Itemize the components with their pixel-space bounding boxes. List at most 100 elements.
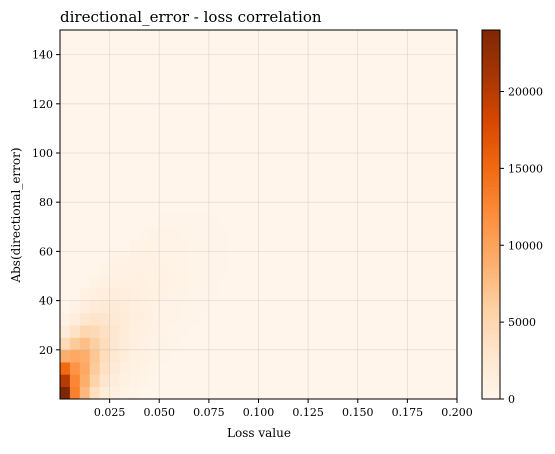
- heatmap-cell: [119, 251, 130, 264]
- colorbar-segment: [482, 30, 500, 34]
- x-axis-label: Loss value: [227, 426, 291, 440]
- colorbar-segment: [482, 33, 500, 37]
- colorbar-segment: [482, 322, 500, 326]
- heatmap-cell: [159, 239, 170, 252]
- heatmap-cell: [159, 312, 170, 326]
- colorbar-segment: [482, 196, 500, 200]
- x-tick-label: 0.200: [441, 406, 473, 419]
- heatmap-cell: [139, 263, 150, 277]
- heatmap-cell: [60, 349, 71, 363]
- heatmap-cell: [129, 312, 140, 326]
- heatmap-cell: [60, 386, 71, 400]
- colorbar-segment: [482, 192, 500, 197]
- y-tick-label: 120: [32, 98, 53, 111]
- heatmap-cell: [129, 386, 140, 400]
- heatmap-cell: [179, 312, 190, 326]
- y-tick-label: 100: [32, 147, 53, 160]
- heatmap-cell: [139, 312, 150, 326]
- heatmap-cell: [89, 288, 100, 301]
- colorbar-segment: [482, 340, 500, 345]
- heatmap-cell: [169, 288, 180, 301]
- colorbar-segment: [482, 199, 500, 203]
- colorbar-segment: [482, 229, 500, 234]
- colorbar-segment: [482, 186, 500, 191]
- colorbar: 0 5000 10000 15000 20000: [481, 29, 543, 406]
- heatmap-cell: [109, 362, 120, 375]
- colorbar-segment: [482, 285, 500, 289]
- heatmap-cell: [179, 263, 190, 277]
- colorbar-segment: [482, 343, 500, 348]
- y-axis-label: Abs(directional_error): [9, 147, 23, 283]
- colorbar-segment: [482, 315, 500, 320]
- colorbar-segment: [482, 48, 500, 52]
- colorbar-segment: [482, 245, 500, 249]
- heatmap-cell: [109, 337, 120, 351]
- heatmap-cell: [79, 312, 91, 326]
- colorbar-segment: [482, 73, 500, 77]
- x-tick-label: 0.075: [193, 406, 225, 419]
- heatmap-cell: [149, 362, 160, 375]
- heatmap-cell: [119, 325, 130, 338]
- colorbar-segment: [482, 45, 500, 49]
- heatmap-cell: [149, 263, 160, 277]
- heatmap-cell: [79, 362, 91, 375]
- heatmap-cell: [189, 214, 200, 228]
- heatmap-cell: [99, 337, 110, 351]
- colorbar-segment: [482, 306, 500, 311]
- heatmap-cell: [218, 226, 230, 240]
- heatmap-cell: [119, 374, 130, 387]
- heatmap-cell: [149, 349, 160, 363]
- heatmap-cell: [89, 312, 100, 326]
- colorbar-tick-label: 5000: [508, 316, 536, 329]
- heatmap-cell: [79, 349, 91, 363]
- heatmap-cell: [159, 349, 170, 363]
- colorbar-segment: [482, 82, 500, 86]
- colorbar-segment: [482, 91, 500, 95]
- heatmap-cell: [169, 276, 180, 289]
- heatmap-cell: [79, 337, 91, 351]
- heatmap-cell: [99, 300, 110, 314]
- heatmap-cell: [179, 226, 190, 240]
- heatmap-cell: [149, 312, 160, 326]
- colorbar-segment: [482, 125, 500, 129]
- colorbar-segment: [482, 263, 500, 268]
- x-tick-label: 0.050: [144, 406, 176, 419]
- heatmap-cell: [169, 312, 180, 326]
- heatmap-cell: [129, 288, 140, 301]
- heatmap-cell: [79, 288, 91, 301]
- heatmap-cell: [159, 251, 170, 264]
- heatmap-cell: [189, 300, 200, 314]
- colorbar-segment: [482, 113, 500, 117]
- heatmap-cells: [60, 214, 230, 400]
- heatmap-cell: [109, 386, 120, 400]
- heatmap-cell: [189, 276, 200, 289]
- colorbar-segment: [482, 276, 500, 280]
- colorbar-segment: [482, 248, 500, 252]
- heatmap-cell: [149, 276, 160, 289]
- heatmap-cell: [179, 300, 190, 314]
- colorbar-segment: [482, 119, 500, 123]
- heatmap-cell: [129, 239, 140, 252]
- colorbar-segment: [482, 232, 500, 237]
- heatmap-cell: [99, 312, 110, 326]
- colorbar-segment: [482, 76, 500, 80]
- colorbar-segment: [482, 346, 500, 351]
- heatmap-cell: [69, 374, 81, 387]
- colorbar-segment: [482, 134, 500, 139]
- heatmap-cell: [208, 288, 220, 301]
- x-tick-label: 0.025: [94, 406, 126, 419]
- heatmap-cell: [139, 239, 150, 252]
- colorbar-segment: [482, 328, 500, 332]
- heatmap-cell: [69, 325, 81, 338]
- colorbar-segment: [482, 79, 500, 83]
- colorbar-segment: [482, 174, 500, 178]
- colorbar-segment: [482, 300, 500, 305]
- y-tick-label: 60: [39, 245, 53, 258]
- colorbar-segment: [482, 85, 500, 89]
- heatmap-cell: [129, 263, 140, 277]
- colorbar-segment: [482, 365, 500, 369]
- colorbar-segment: [482, 226, 500, 231]
- chart-title: directional_error - loss correlation: [60, 8, 322, 26]
- heatmap-cell: [149, 251, 160, 264]
